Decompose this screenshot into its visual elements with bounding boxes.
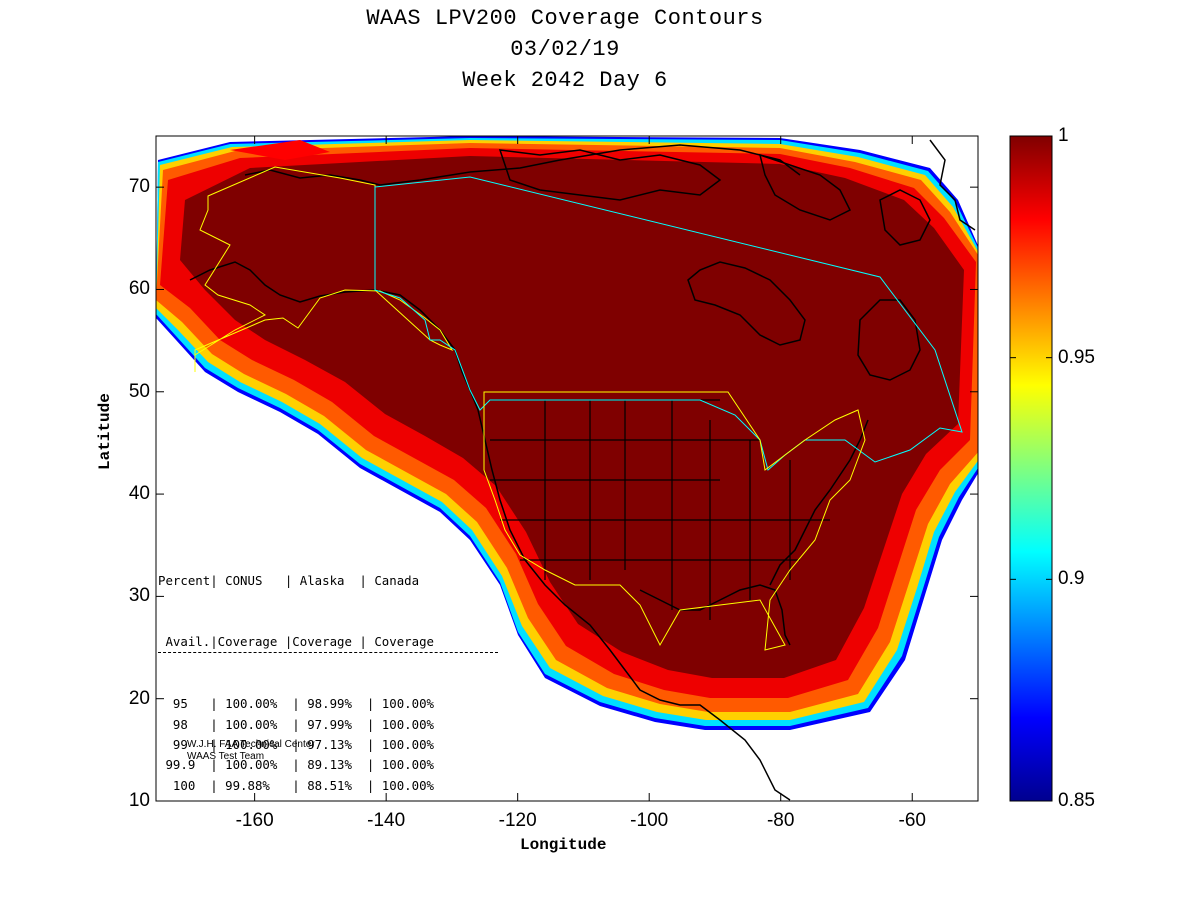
- coverage-table-header1: Percent| CONUS | Alaska | Canada: [158, 572, 420, 588]
- y-tick-label: 60: [128, 278, 150, 300]
- coverage-table-header2: Avail.|Coverage |Coverage | Coverage: [158, 632, 498, 654]
- x-axis-label: Longitude: [520, 836, 607, 854]
- coverage-table-row: 99.9 | 100.00% | 89.13% | 100.00%: [158, 757, 435, 773]
- coverage-table: Percent| CONUS | Alaska | Canada Avail.|…: [158, 530, 498, 817]
- chart-date: 03/02/19: [510, 37, 620, 62]
- coverage-table-row: 95 | 100.00% | 98.99% | 100.00%: [158, 696, 435, 712]
- y-tick-label: 40: [128, 483, 150, 505]
- y-tick-label: 50: [128, 380, 150, 402]
- x-tick-label: -80: [766, 810, 795, 831]
- service-volume-boundaries: [194, 166, 963, 651]
- x-tick-label: -100: [630, 810, 669, 831]
- x-tick-label: -160: [235, 810, 274, 831]
- y-ticks: [156, 186, 978, 802]
- y-tick-label: 70: [128, 176, 150, 198]
- x-tick-label: -60: [898, 810, 926, 831]
- colorbar: [1009, 135, 1053, 802]
- y-tick-label: 30: [128, 585, 150, 607]
- x-tick-label: -140: [367, 810, 406, 831]
- colorbar-ticks: [1010, 135, 1052, 802]
- x-tick-label: -120: [498, 810, 537, 831]
- y-tick-label: 10: [128, 790, 150, 811]
- coverage-table-rows: 95 | 100.00% | 98.99% | 100.00% 98 | 100…: [158, 694, 498, 796]
- colorbar-tick-label: 0.9: [1058, 568, 1085, 590]
- coverage-table-row: 98 | 100.00% | 97.99% | 100.00%: [158, 716, 435, 732]
- credit-line-1: W.J.H. FAA Technical Center: [187, 739, 315, 750]
- colorbar-tick-label: 1: [1058, 125, 1069, 146]
- chart-title: WAAS LPV200 Coverage Contours: [366, 6, 764, 31]
- alaska-service-volume: [194, 166, 454, 372]
- colorbar-tick-label: 0.85: [1058, 790, 1095, 811]
- map-axes-frame: [155, 135, 979, 802]
- y-tick-label: 20: [128, 687, 150, 709]
- y-axis-label: Latitude: [96, 393, 114, 470]
- coverage-table-row: 100 | 99.88% | 88.51% | 100.00%: [158, 777, 435, 793]
- credit-line-2: WAAS Test Team: [187, 751, 265, 762]
- coverage-table-row: 99 | 100.00% | 97.13% | 100.00%: [158, 737, 435, 752]
- contour-band-1.00: [180, 156, 964, 678]
- colorbar-tick-label: 0.95: [1058, 346, 1095, 368]
- x-ticks: [254, 136, 913, 801]
- chart-week-day: Week 2042 Day 6: [462, 68, 668, 93]
- conus-service-volume: [483, 391, 866, 651]
- contour-band-fringe: [230, 140, 330, 160]
